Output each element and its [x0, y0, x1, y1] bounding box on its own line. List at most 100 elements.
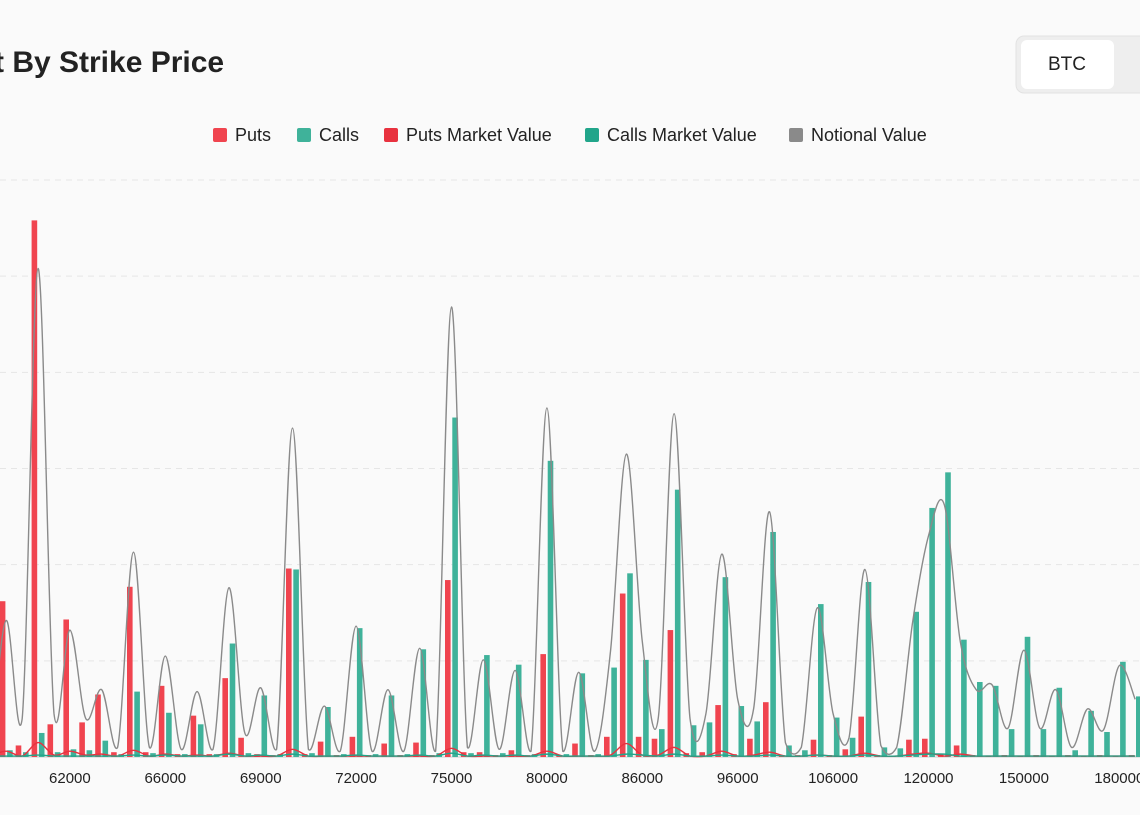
bar	[1104, 731, 1110, 757]
bar	[770, 531, 776, 757]
bar	[158, 685, 165, 757]
bar	[738, 706, 745, 757]
lines	[0, 267, 1136, 758]
bar	[79, 722, 85, 757]
bar	[667, 630, 674, 757]
bar	[70, 749, 77, 757]
bar	[635, 736, 642, 757]
bar	[763, 702, 769, 757]
x-tick-label: 150000	[999, 770, 1049, 787]
bar	[111, 752, 117, 757]
bar	[897, 748, 904, 757]
bar	[420, 649, 427, 757]
bar	[381, 743, 387, 757]
bar	[858, 716, 864, 757]
bar	[953, 745, 960, 757]
series-line	[0, 741, 1136, 758]
bar	[309, 753, 315, 757]
bar	[754, 721, 760, 757]
bar	[95, 694, 101, 757]
bar	[547, 460, 554, 757]
bar	[715, 705, 721, 757]
x-tick-label: 69000	[240, 770, 282, 787]
bar	[15, 745, 22, 757]
currency-button[interactable]	[1021, 40, 1114, 89]
bar	[540, 654, 546, 757]
bar	[961, 639, 967, 757]
bar	[1024, 636, 1031, 757]
bar	[833, 717, 840, 757]
x-tick-label: 80000	[526, 770, 568, 787]
bar	[627, 573, 633, 757]
bar	[197, 724, 204, 757]
bar	[222, 678, 228, 757]
legend-swatch	[384, 128, 398, 142]
bar	[317, 741, 324, 757]
bar	[1008, 729, 1015, 757]
legend-swatch	[585, 128, 599, 142]
x-axis: 6000062000660006900072000750008000086000…	[49, 770, 1140, 787]
bar	[722, 577, 729, 757]
legend-swatch	[789, 128, 803, 142]
bar	[0, 601, 6, 757]
bar	[674, 489, 681, 757]
bar	[747, 738, 753, 757]
bar	[1136, 696, 1140, 757]
chart-title: t By Strike Price	[0, 46, 224, 79]
bar	[245, 753, 252, 757]
x-tick-label: 120000	[903, 770, 953, 787]
bar	[802, 750, 808, 757]
legend-label: Notional Value	[811, 125, 927, 145]
bar	[906, 739, 912, 757]
bar	[818, 604, 824, 757]
bar	[484, 655, 490, 757]
currency-label[interactable]: BTC	[1048, 54, 1086, 75]
bar	[452, 417, 458, 757]
bar	[238, 737, 244, 757]
bar	[388, 695, 395, 757]
bar	[579, 673, 586, 757]
bar	[690, 725, 697, 757]
bar	[468, 753, 474, 757]
bar	[945, 472, 951, 757]
legend-label: Calls	[319, 125, 359, 145]
bar	[356, 628, 363, 757]
legend-label: Puts	[235, 125, 271, 145]
bar	[651, 738, 658, 757]
bars	[0, 220, 1140, 757]
bar	[31, 220, 38, 757]
bar	[992, 685, 999, 757]
bar	[922, 738, 928, 757]
bar	[619, 593, 626, 757]
bar	[500, 753, 506, 757]
bar	[849, 737, 856, 757]
bar	[134, 691, 140, 757]
bar	[842, 749, 849, 757]
x-tick-label: 86000	[621, 770, 663, 787]
bar	[229, 643, 236, 757]
legend-label: Puts Market Value	[406, 125, 552, 145]
x-tick-label: 72000	[335, 770, 377, 787]
x-tick-label: 106000	[808, 770, 858, 787]
bar	[659, 729, 665, 757]
bar	[865, 581, 872, 757]
bar	[63, 619, 69, 757]
x-tick-label: 96000	[717, 770, 759, 787]
legend-swatch	[297, 128, 311, 142]
bar	[445, 580, 451, 757]
bar	[810, 739, 817, 757]
bar	[23, 752, 29, 757]
bar	[166, 712, 172, 757]
bar	[977, 681, 983, 757]
bar	[7, 750, 13, 757]
bar	[150, 753, 156, 757]
bar	[1072, 750, 1078, 757]
bar	[699, 752, 705, 757]
x-tick-label: 180000	[1094, 770, 1140, 787]
bar	[643, 659, 649, 757]
bar	[1120, 661, 1126, 757]
bar	[706, 722, 713, 757]
bar	[508, 750, 515, 757]
